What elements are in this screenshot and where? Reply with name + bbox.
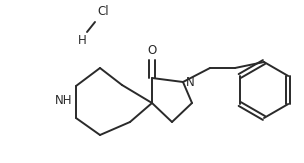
Text: O: O — [147, 44, 157, 57]
Text: NH: NH — [54, 94, 72, 106]
Text: H: H — [78, 34, 86, 47]
Text: N: N — [186, 75, 195, 89]
Text: Cl: Cl — [97, 5, 109, 18]
